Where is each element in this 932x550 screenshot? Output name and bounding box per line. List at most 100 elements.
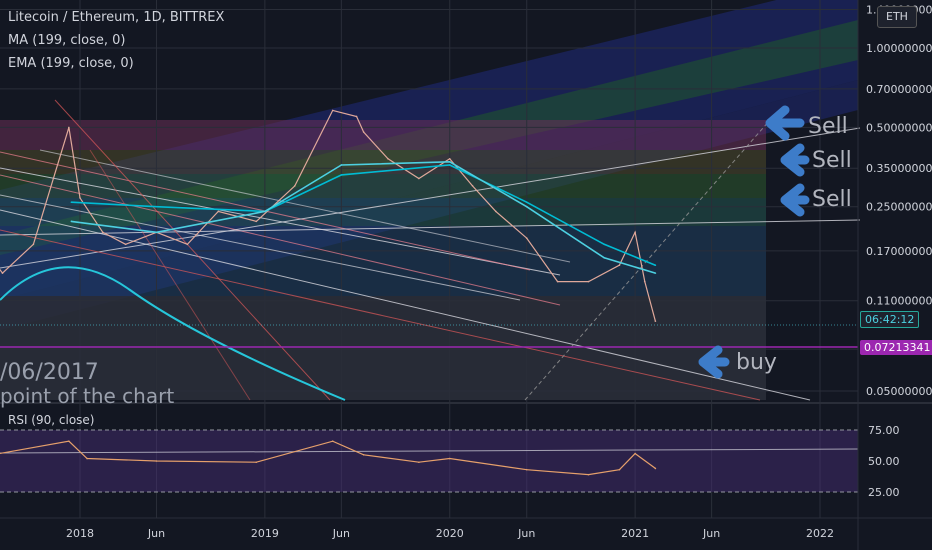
note-stub-text: point of the chart: [0, 384, 175, 408]
price-point: [525, 201, 528, 204]
x-tick-label: Jun: [332, 527, 350, 540]
x-tick-label: 2018: [66, 527, 94, 540]
price-point: [124, 243, 127, 246]
x-tick-label: 2019: [251, 527, 279, 540]
rsi-point: [587, 473, 590, 476]
price-point: [217, 210, 220, 213]
countdown-tag: 06:42:12: [860, 311, 920, 328]
rsi-tick-label: 50.00: [868, 455, 900, 468]
rsi-indicator-label[interactable]: RSI (90, close): [8, 413, 95, 427]
rsi-point: [68, 440, 70, 442]
rsi-series-group: [0, 440, 657, 476]
price-point: [155, 231, 158, 234]
fib-box-4: [0, 198, 766, 226]
rsi-trend-line: [0, 448, 859, 454]
rsi-point: [418, 461, 420, 464]
fib-box-3: [0, 174, 766, 198]
price-point: [68, 126, 70, 129]
price-point: [293, 185, 296, 187]
price-point: [587, 280, 590, 283]
x-tick-label: Jun: [517, 527, 535, 540]
rsi-point: [362, 454, 365, 456]
chart-legend: Litecoin / Ethereum, 1D, BITTREX MA (199…: [8, 6, 224, 75]
price-point: [418, 177, 420, 180]
price-point: [101, 231, 104, 234]
rsi-point: [634, 452, 636, 455]
y-tick-label: 0.50000000: [866, 121, 932, 134]
sell-label-2: Sell: [812, 148, 852, 173]
rsi-point: [255, 461, 258, 464]
fib-boxes: [0, 120, 766, 400]
price-series-group: [0, 109, 657, 322]
ma-indicator-label[interactable]: MA (199, close, 0): [8, 33, 126, 48]
y-tick-label: 0.05000000: [866, 385, 932, 398]
x-tick-label: 2022: [806, 527, 834, 540]
price-point: [603, 257, 606, 259]
price-point: [255, 220, 258, 223]
price-point: [355, 115, 358, 118]
price-point: [387, 157, 389, 160]
price-point: [186, 243, 189, 246]
price-point: [264, 210, 266, 213]
price-point: [448, 157, 451, 160]
price-point: [495, 210, 497, 213]
fib-box-1: [0, 120, 766, 150]
y-tick-label: 0.17000000: [866, 245, 932, 258]
y-tick-label: 0.35000000: [866, 162, 932, 175]
rsi-point: [525, 468, 528, 471]
price-point: [70, 220, 73, 223]
rsi-tick-label: 25.00: [868, 486, 900, 499]
ema-line: [71, 160, 656, 274]
price-point: [340, 174, 343, 176]
price-point: [643, 280, 646, 283]
y-tick-label: 0.70000000: [866, 83, 932, 96]
price-point: [155, 205, 158, 208]
level-price-tag: 0.07213341: [860, 340, 932, 355]
currency-button[interactable]: ETH: [877, 6, 917, 28]
price-point: [1, 272, 4, 274]
rsi-point: [654, 467, 657, 470]
date-stub-text: /06/2017: [0, 360, 99, 385]
arrow-annotations: [698, 105, 810, 379]
grid-lines: [0, 0, 858, 518]
arrow-icon: [780, 143, 810, 177]
trend-lines: [0, 99, 861, 401]
price-point: [654, 320, 657, 322]
price-point: [79, 197, 81, 199]
rsi-line: [0, 440, 656, 476]
y-tick-label: 0.11000000: [866, 295, 932, 308]
x-tick-label: Jun: [702, 527, 720, 540]
price-point: [362, 131, 365, 133]
price-point: [634, 231, 636, 234]
parabolic-curve: [0, 266, 346, 401]
price-point: [654, 264, 657, 267]
sell-label-3: Sell: [812, 187, 852, 212]
price-point: [340, 164, 343, 166]
ma-line: [71, 164, 656, 266]
x-tick-label: Jun: [147, 527, 165, 540]
arrow-icon: [780, 183, 810, 217]
price-point: [556, 280, 559, 283]
rsi-point: [331, 440, 334, 442]
rsi-point: [86, 457, 88, 460]
ema-indicator-label[interactable]: EMA (199, close, 0): [8, 56, 134, 71]
rsi-point: [618, 468, 621, 471]
price-point: [618, 264, 621, 267]
price-point: [448, 164, 451, 166]
price-point: [331, 109, 334, 112]
y-tick-label: 1.00000000: [866, 42, 932, 55]
symbol-title[interactable]: Litecoin / Ethereum, 1D, BITTREX: [8, 10, 225, 25]
price-point: [471, 185, 474, 187]
price-point: [70, 201, 73, 204]
rsi-point: [448, 457, 451, 460]
price-point: [448, 161, 451, 163]
price-point: [654, 272, 657, 274]
x-tick-label: 2020: [436, 527, 464, 540]
fib-box-6: [0, 296, 766, 400]
rsi-tick-label: 75.00: [868, 424, 900, 437]
price-point: [32, 243, 35, 246]
price-point: [603, 243, 606, 246]
rsi-point: [155, 460, 158, 462]
price-point: [525, 205, 528, 208]
